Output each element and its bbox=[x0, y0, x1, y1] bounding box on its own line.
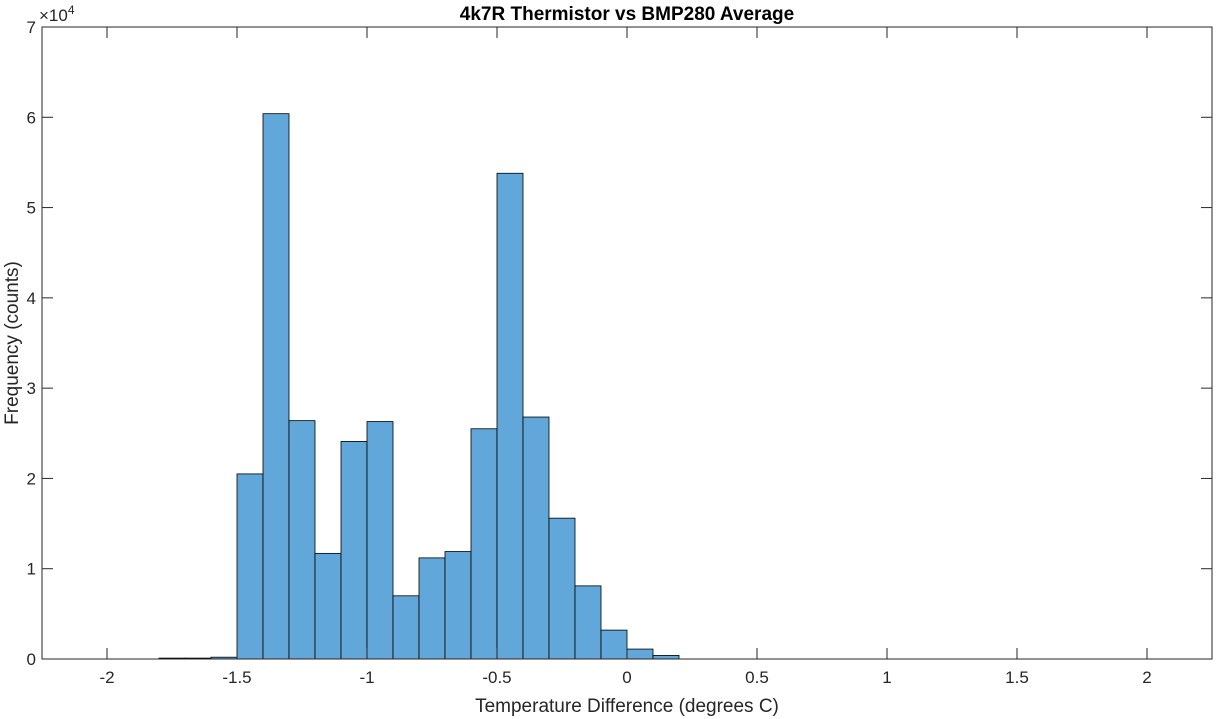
histogram-bar bbox=[652, 654, 680, 660]
histogram-bar bbox=[600, 629, 628, 660]
x-tick-label: 0.5 bbox=[745, 668, 769, 687]
x-tick-label: -1.5 bbox=[222, 668, 251, 687]
histogram-bar bbox=[288, 420, 316, 660]
ticks-layer: -2 -1.5 -1 -0.5 0 0.5 1 1.5 2 0 1 2 3 4 5 6 7 bbox=[27, 18, 1212, 687]
histogram-bar bbox=[496, 172, 524, 660]
x-tick-label: -1 bbox=[359, 668, 374, 687]
histogram-bar bbox=[444, 551, 472, 660]
y-tick-label: 6 bbox=[27, 108, 36, 127]
histogram-bar bbox=[262, 113, 290, 660]
y-tick-label: 7 bbox=[27, 18, 36, 37]
x-axis-label: Temperature Difference (degrees C) bbox=[475, 696, 779, 717]
histogram-bar bbox=[626, 648, 654, 660]
histogram-bar bbox=[392, 595, 420, 660]
y-tick-label: 5 bbox=[27, 199, 36, 218]
y-axis-exponent-label: ×104 bbox=[39, 3, 75, 25]
x-tick-label: -2 bbox=[99, 668, 114, 687]
histogram-bar bbox=[366, 421, 394, 660]
bars-layer bbox=[158, 113, 680, 660]
y-exponent-power: 4 bbox=[68, 3, 75, 17]
chart-title: 4k7R Thermistor vs BMP280 Average bbox=[460, 4, 794, 25]
histogram-bar bbox=[314, 552, 342, 660]
histogram-bar bbox=[418, 557, 446, 660]
x-tick-label: -0.5 bbox=[482, 668, 511, 687]
y-exponent-base: ×10 bbox=[39, 6, 68, 25]
y-tick-label: 1 bbox=[27, 560, 36, 579]
y-tick-label: 3 bbox=[27, 379, 36, 398]
histogram-bar bbox=[548, 517, 576, 660]
histogram-bar bbox=[522, 416, 550, 660]
histogram-bar bbox=[236, 473, 264, 660]
x-tick-label: 2 bbox=[1142, 668, 1151, 687]
y-tick-label: 2 bbox=[27, 469, 36, 488]
x-tick-label: 1.5 bbox=[1005, 668, 1029, 687]
histogram-bar bbox=[470, 428, 498, 660]
x-tick-label: 1 bbox=[882, 668, 891, 687]
histogram-bar bbox=[340, 441, 368, 660]
x-tick-label: 0 bbox=[622, 668, 631, 687]
histogram-bar bbox=[574, 585, 602, 660]
y-tick-label: 0 bbox=[27, 650, 36, 669]
axes-box bbox=[41, 26, 1213, 660]
y-tick-label: 4 bbox=[27, 289, 36, 308]
y-axis-label: Frequency (counts) bbox=[2, 261, 23, 425]
